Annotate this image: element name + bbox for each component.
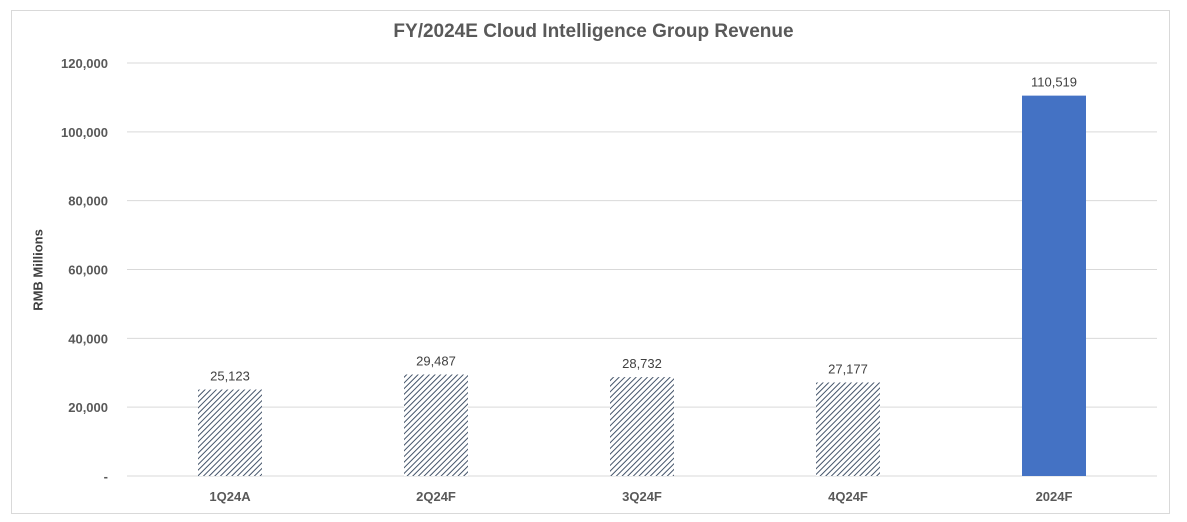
bar-2024f xyxy=(1022,95,1086,477)
x-tick-label: 3Q24F xyxy=(622,489,662,504)
y-tick-label: 80,000 xyxy=(68,194,108,209)
x-tick-label: 4Q24F xyxy=(828,489,868,504)
gridlines xyxy=(127,62,1157,477)
chart-title: FY/2024E Cloud Intelligence Group Revenu… xyxy=(393,21,794,42)
data-label: 27,177 xyxy=(828,361,868,376)
bars xyxy=(198,95,1086,477)
x-tick-label: 1Q24A xyxy=(209,489,251,504)
data-labels: 25,123 29,487 28,732 27,177 110,519 xyxy=(210,75,1077,384)
bar-3q24f xyxy=(610,377,674,476)
data-label: 29,487 xyxy=(416,354,456,369)
x-axis-ticks: 1Q24A 2Q24F 3Q24F 4Q24F 2024F xyxy=(209,489,1072,504)
data-label: 25,123 xyxy=(210,369,250,384)
data-label: 110,519 xyxy=(1031,75,1077,90)
y-tick-label: 60,000 xyxy=(68,263,108,278)
x-tick-label: 2024F xyxy=(1036,489,1073,504)
data-label: 28,732 xyxy=(622,356,662,371)
y-tick-label: - xyxy=(104,469,108,484)
bar-2q24f xyxy=(404,374,468,476)
y-tick-label: 40,000 xyxy=(68,331,108,346)
bar-4q24f xyxy=(816,382,880,476)
y-axis-ticks: - 20,000 40,000 60,000 80,000 100,000 120,000 xyxy=(61,56,108,484)
y-tick-label: 120,000 xyxy=(61,56,108,71)
x-tick-label: 2Q24F xyxy=(416,489,456,504)
y-tick-label: 20,000 xyxy=(68,400,108,415)
y-tick-label: 100,000 xyxy=(61,125,108,140)
bar-1q24a xyxy=(198,389,262,476)
